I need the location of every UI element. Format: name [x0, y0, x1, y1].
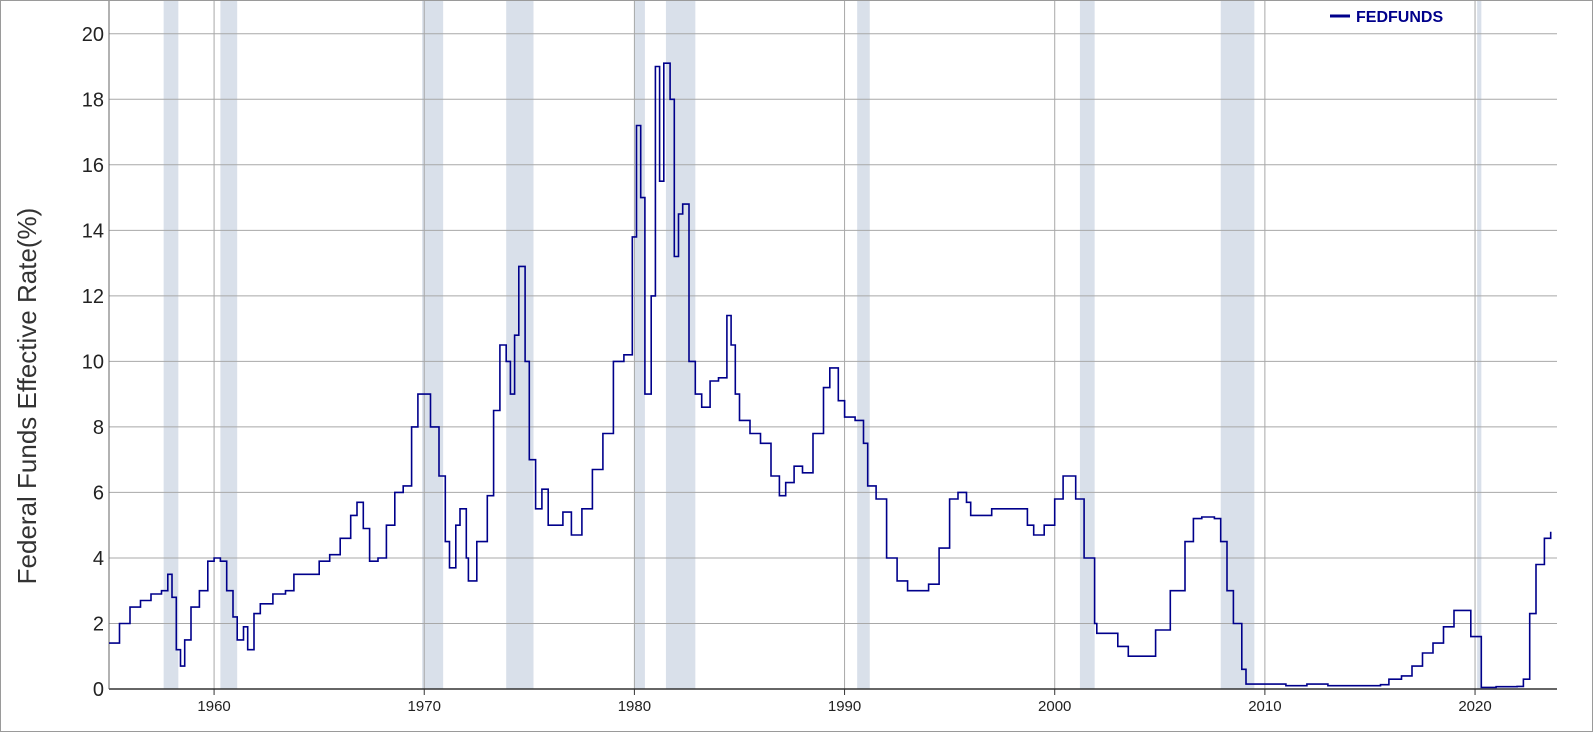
legend: FEDFUNDS: [1330, 9, 1443, 26]
y-tick-label: 12: [82, 286, 104, 308]
y-tick-label: 4: [93, 548, 104, 570]
recession-band-1: [220, 1, 238, 689]
y-tick-label: 8: [93, 417, 104, 439]
recession-bands: [163, 1, 1482, 689]
legend-label-fedfunds: FEDFUNDS: [1356, 9, 1443, 26]
recession-band-4: [634, 1, 645, 689]
recession-band-5: [665, 1, 696, 689]
x-tick-label: 1960: [197, 698, 230, 715]
y-axis-label: Federal Funds Effective Rate(%): [12, 208, 42, 585]
x-tick-label: 1990: [828, 698, 861, 715]
x-tick-label: 1970: [408, 698, 441, 715]
series-layer: [109, 62, 1552, 689]
y-tick-label: 2: [93, 613, 104, 635]
recession-band-9: [1477, 1, 1482, 689]
series-line-fedfunds: [109, 62, 1552, 689]
y-tick-label: 18: [82, 89, 104, 111]
y-tick-label: 20: [82, 24, 104, 46]
x-tick-label: 1980: [618, 698, 651, 715]
gridlines: [109, 1, 1557, 689]
recession-band-0: [163, 1, 179, 689]
recession-band-7: [1079, 1, 1095, 689]
x-tick-label: 2000: [1038, 698, 1071, 715]
recession-band-8: [1220, 1, 1255, 689]
y-tick-label: 0: [93, 679, 104, 701]
y-tick-label: 6: [93, 482, 104, 504]
recession-band-3: [506, 1, 534, 689]
x-tick-label: 2020: [1458, 698, 1491, 715]
x-tick-label: 2010: [1248, 698, 1281, 715]
y-tick-label: 14: [82, 220, 104, 242]
recession-band-6: [857, 1, 870, 689]
y-tick-label: 10: [82, 351, 104, 373]
y-tick-label: 16: [82, 155, 104, 177]
axes: 0 2 4 6 8 10 12 14 16 18 20 1960 1970 1980 1990 2000 201…: [82, 1, 1557, 715]
recession-band-2: [422, 1, 444, 689]
